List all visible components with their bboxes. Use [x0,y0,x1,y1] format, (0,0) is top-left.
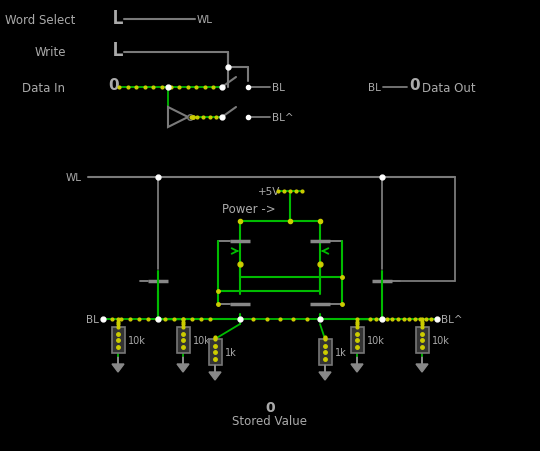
Text: BL: BL [272,83,285,93]
Bar [350,327,363,353]
Bar [208,339,221,365]
Text: 10k: 10k [367,335,384,345]
Text: Power ->: Power -> [222,203,275,216]
Text: L: L [112,41,124,60]
FancyArrow shape [209,365,221,380]
Text: Data In: Data In [22,81,65,94]
Bar [319,339,332,365]
Text: 10k: 10k [127,335,145,345]
FancyArrow shape [177,357,189,372]
Text: BL: BL [368,83,381,93]
Bar [177,327,190,353]
Text: Write: Write [35,46,66,60]
Bar [111,327,125,353]
FancyArrow shape [351,357,363,372]
FancyArrow shape [112,357,124,372]
Text: Stored Value: Stored Value [233,414,307,428]
Text: 10k: 10k [192,335,211,345]
Text: +5V: +5V [258,187,280,197]
Text: WL: WL [66,173,82,183]
Text: BL^: BL^ [272,113,294,123]
FancyArrow shape [416,357,428,372]
Text: 1k: 1k [225,347,237,357]
Text: BL: BL [86,314,99,324]
Text: 10k: 10k [431,335,449,345]
Text: L: L [112,9,124,28]
Text: Word Select: Word Select [5,14,76,27]
Text: Data Out: Data Out [422,81,476,94]
FancyArrow shape [319,365,331,380]
Text: 0: 0 [409,78,420,93]
Text: 0: 0 [108,78,119,93]
Text: 0: 0 [265,400,275,414]
Text: WL: WL [197,15,213,25]
Bar [415,327,429,353]
Text: 1k: 1k [334,347,346,357]
Text: BL^: BL^ [441,314,463,324]
